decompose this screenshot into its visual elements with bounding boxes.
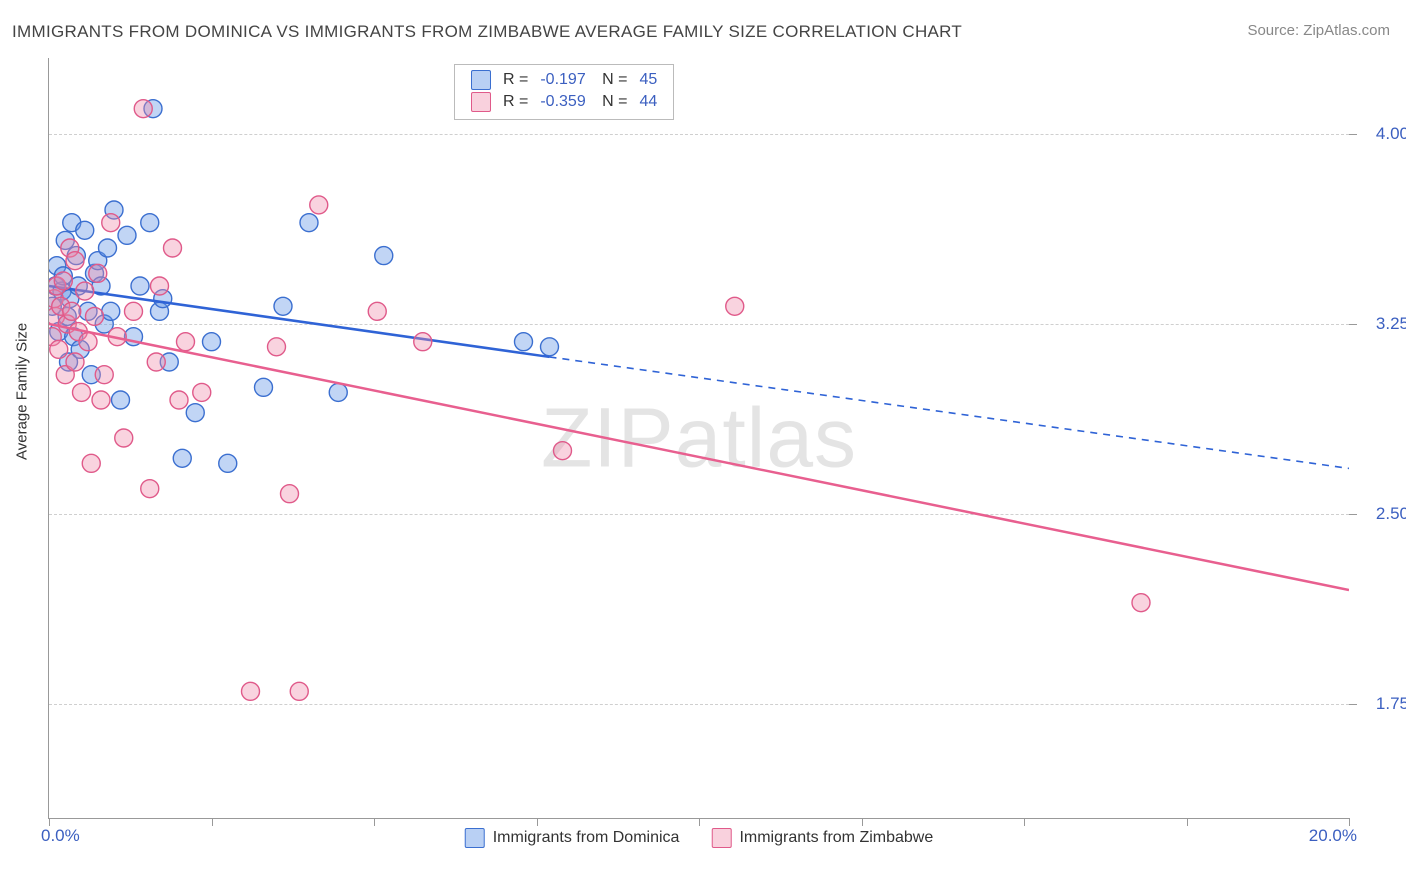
legend-n-label: N =: [592, 69, 634, 91]
y-tick-label: 2.50: [1376, 504, 1406, 524]
legend-r-value-1: -0.359: [534, 91, 591, 113]
legend-n-value-1: 44: [634, 91, 664, 113]
legend-item: Immigrants from Dominica: [465, 828, 680, 848]
y-axis-title: Average Family Size: [14, 323, 31, 460]
chart-container: IMMIGRANTS FROM DOMINICA VS IMMIGRANTS F…: [0, 0, 1406, 892]
x-axis-min-label: 0.0%: [41, 826, 80, 846]
legend-r-value-0: -0.197: [534, 69, 591, 91]
chart-title: IMMIGRANTS FROM DOMINICA VS IMMIGRANTS F…: [12, 22, 962, 42]
legend-correlation: R = -0.197 N = 45 R = -0.359 N = 44: [454, 64, 674, 120]
plot-svg: [49, 58, 1349, 818]
legend-swatch-pink-icon: [471, 92, 491, 112]
y-tick-label: 1.75: [1376, 694, 1406, 714]
legend-r-label: R =: [497, 69, 534, 91]
legend-swatch-blue-icon: [471, 70, 491, 90]
y-tick-label: 3.25: [1376, 314, 1406, 334]
y-tick-label: 4.00: [1376, 124, 1406, 144]
source-label: Source: ZipAtlas.com: [1247, 22, 1390, 39]
legend-swatch-pink-icon: [711, 828, 731, 848]
legend-r-label: R =: [497, 91, 534, 113]
legend-series: Immigrants from Dominica Immigrants from…: [465, 828, 934, 848]
x-axis-max-label: 20.0%: [1309, 826, 1357, 846]
plot-area: R = -0.197 N = 45 R = -0.359 N = 44 ZIPa…: [48, 58, 1349, 819]
legend-n-label: N =: [592, 91, 634, 113]
legend-label-0: Immigrants from Dominica: [493, 829, 680, 847]
legend-item: Immigrants from Zimbabwe: [711, 828, 933, 848]
legend-swatch-blue-icon: [465, 828, 485, 848]
legend-n-value-0: 45: [634, 69, 664, 91]
legend-label-1: Immigrants from Zimbabwe: [739, 829, 933, 847]
